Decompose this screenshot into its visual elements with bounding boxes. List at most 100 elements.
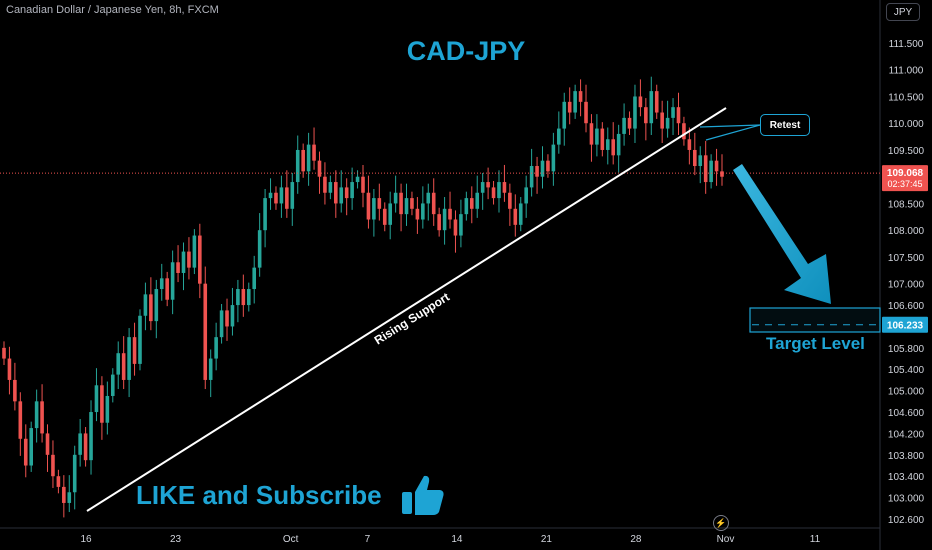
candle-body — [513, 208, 518, 225]
candle-body — [89, 412, 93, 461]
currency-button[interactable]: JPY — [886, 3, 920, 21]
candle-body — [605, 139, 610, 150]
candle-body — [159, 278, 164, 290]
candle-body — [502, 182, 507, 193]
candle-body — [127, 337, 131, 380]
candle-body — [573, 91, 577, 113]
candle-body — [257, 230, 262, 268]
candle-body — [486, 182, 490, 188]
candle-body — [23, 438, 28, 466]
candle-body — [45, 433, 50, 455]
target-price-tag — [882, 316, 928, 333]
candle-body — [34, 401, 39, 429]
candle-body — [584, 101, 588, 124]
candles — [2, 76, 724, 518]
candle-body — [567, 101, 572, 113]
candle-body — [176, 262, 180, 273]
y-tick-label: 104.600 — [888, 408, 925, 419]
candle-body — [540, 160, 545, 177]
candle-body — [355, 176, 360, 183]
candle-body — [393, 192, 398, 204]
candle-body — [350, 182, 354, 199]
candle-body — [323, 176, 327, 193]
thumbs-up-icon — [402, 475, 444, 515]
candle-body — [415, 208, 420, 220]
candle-body — [181, 251, 186, 273]
candle-body — [214, 337, 218, 359]
candle-body — [7, 358, 12, 380]
candle-body — [67, 492, 72, 503]
y-tick-label: 111.500 — [889, 39, 924, 50]
candle-body — [366, 192, 371, 220]
target-level-label: Target Level — [766, 334, 865, 353]
candle-body — [377, 198, 382, 209]
candle-body — [198, 235, 202, 284]
candle-body — [426, 192, 431, 204]
candle-body — [83, 433, 88, 461]
candle-body — [312, 144, 316, 161]
candle-body — [344, 187, 349, 199]
candle-body — [62, 486, 66, 503]
candle-body — [720, 171, 724, 177]
x-tick-label: 7 — [365, 534, 371, 545]
y-tick-label: 103.800 — [888, 451, 925, 462]
candle-body — [508, 192, 512, 209]
y-tick-label: 105.400 — [888, 365, 925, 376]
candle-body — [546, 160, 550, 172]
candle-body — [518, 203, 523, 225]
candle-body — [535, 166, 539, 177]
target-price-value: 106.233 — [887, 321, 924, 332]
candle-body — [562, 101, 567, 129]
y-tick-label: 105.000 — [888, 387, 925, 398]
candle-body — [29, 428, 33, 466]
y-tick-label: 109.500 — [888, 146, 925, 157]
candle-body — [622, 117, 626, 134]
candle-body — [595, 128, 599, 145]
candle-body — [464, 198, 469, 215]
candle-body — [279, 187, 284, 204]
candle-body — [132, 337, 137, 364]
candle-body — [295, 149, 300, 183]
candle-body — [600, 128, 605, 150]
candle-body — [682, 123, 686, 140]
candle-body — [252, 267, 257, 290]
candle-body — [404, 198, 409, 215]
candle-body — [285, 187, 289, 209]
candle-body — [105, 395, 110, 423]
candle-body — [448, 208, 452, 220]
candle-body — [225, 310, 229, 327]
candle-body — [110, 374, 115, 396]
candle-body — [317, 160, 322, 177]
candle-body — [469, 198, 474, 209]
candle-body — [154, 289, 159, 322]
retest-label: Retest — [760, 114, 810, 136]
candle-body — [116, 353, 121, 375]
chart-title-text: CAD-JPY — [406, 36, 526, 66]
candle-body — [121, 353, 126, 380]
x-tick-label: 16 — [80, 534, 92, 545]
candle-body — [219, 310, 224, 338]
candle-body — [100, 385, 104, 423]
candle-body — [644, 107, 648, 124]
candle-body — [306, 144, 311, 172]
candle-body — [230, 305, 235, 327]
candle-body — [671, 107, 675, 118]
candle-body — [475, 192, 480, 209]
candle-body — [149, 294, 153, 322]
x-tick-label: 11 — [810, 534, 821, 545]
lightning-icon[interactable]: ⚡ — [713, 515, 729, 531]
candle-body — [170, 262, 175, 300]
candle-body — [578, 91, 583, 102]
candle-body — [638, 96, 643, 108]
y-tick-label: 107.000 — [888, 280, 925, 291]
candle-body — [676, 107, 681, 124]
candle-body — [13, 379, 17, 402]
x-tick-label: 28 — [630, 534, 642, 545]
candle-body — [165, 278, 169, 300]
down-arrow — [733, 164, 831, 304]
x-tick-label: 14 — [451, 534, 463, 545]
x-tick-label: 23 — [170, 534, 182, 545]
candle-body — [328, 182, 333, 193]
last-price-tag — [882, 165, 928, 192]
